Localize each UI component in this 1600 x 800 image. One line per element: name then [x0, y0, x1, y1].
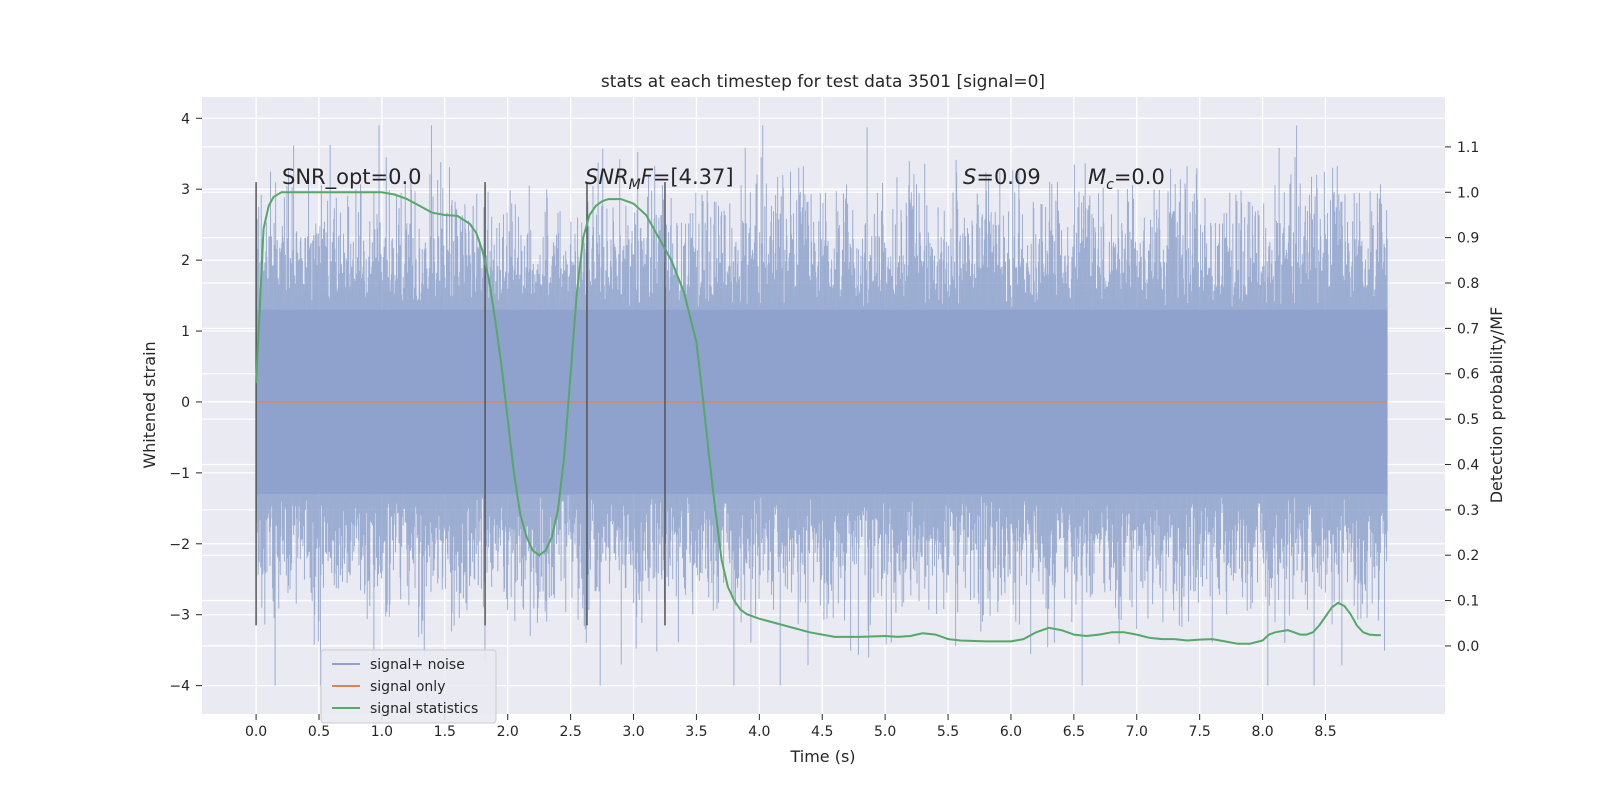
annotation-snr-mf-sub: M [629, 177, 641, 193]
vertical-markers [255, 182, 666, 626]
x-tick-label: 2.5 [559, 724, 581, 740]
annotation-s: S=0.09 [963, 165, 1041, 189]
x-tick-label: 8.5 [1314, 724, 1336, 740]
annotation-s-symbol: S [963, 165, 976, 189]
y2-tick-label: 1.1 [1457, 140, 1479, 156]
y2-tick-label: 0.4 [1457, 457, 1479, 473]
x-tick-label: 1.5 [434, 724, 456, 740]
x-tick-label: 4.5 [811, 724, 833, 740]
y2-axis-label: Detection probability/MF [1487, 307, 1506, 504]
x-axis-label: Time (s) [789, 747, 855, 766]
y2-tick-label: 0.3 [1457, 503, 1479, 519]
x-tick-label: 6.5 [1063, 724, 1085, 740]
y2-tick-label: 1.0 [1457, 185, 1479, 201]
x-tick-label: 1.0 [371, 724, 393, 740]
x-tick-label: 2.0 [497, 724, 519, 740]
y-tick-label: −4 [169, 679, 190, 695]
annotation-mc-sub: c [1106, 177, 1114, 193]
y-tick-label: −3 [169, 608, 190, 624]
annotation-mc-value: =0.0 [1114, 165, 1165, 189]
x-tick-label: 0.5 [308, 724, 330, 740]
y-axis-label: Whitened strain [140, 341, 159, 468]
x-tick-label: 4.0 [748, 724, 770, 740]
y2-tick-label: 0.0 [1457, 639, 1479, 655]
x-tick-label: 3.5 [685, 724, 707, 740]
x-tick-label: 0.0 [245, 724, 267, 740]
legend-label-statistics: signal statistics [370, 701, 478, 717]
annotation-snr-mf-value: =[4.37] [653, 165, 734, 189]
y2-tick-label: 0.6 [1457, 367, 1479, 383]
chart-title: stats at each timestep for test data 350… [601, 72, 1045, 92]
y2-tick-label: 0.1 [1457, 594, 1479, 610]
x-tick-label: 5.5 [937, 724, 959, 740]
y2-tick-label: 0.5 [1457, 412, 1479, 428]
annotation-snr-opt: SNR_opt=0.0 [282, 165, 422, 190]
y-tick-label: 1 [181, 324, 190, 340]
annotation-mc: Mc=0.0 [1088, 165, 1165, 193]
y2-tick-label: 0.8 [1457, 276, 1479, 292]
signal-statistics-line [255, 191, 1381, 645]
legend-label-signal: signal only [370, 679, 445, 695]
y-tick-label: 3 [181, 182, 190, 198]
annotations: SNR_opt=0.0 SNRMF=[4.37] S=0.09 Mc=0.0 [282, 165, 1165, 193]
annotation-snr-mf: SNRMF=[4.37] [585, 165, 734, 193]
y-tick-label: 2 [181, 253, 190, 269]
annotation-s-value: =0.09 [976, 165, 1040, 189]
x-tick-label: 7.5 [1189, 724, 1211, 740]
y-tick-label: −1 [169, 466, 190, 482]
axes: 0.0 0.5 1.0 1.5 2.0 2.5 3.0 3.5 4.0 4.5 5.0 5.5 6.0 6… [169, 111, 1479, 740]
y-tick-label: 0 [181, 395, 190, 411]
x-tick-label: 5.0 [874, 724, 896, 740]
legend: signal+ noise signal only signal statist… [320, 649, 497, 724]
annotation-mc-symbol: M [1088, 165, 1106, 189]
y2-tick-label: 0.7 [1457, 321, 1479, 337]
x-tick-label: 3.0 [622, 724, 644, 740]
y2-tick-label: 0.9 [1457, 231, 1479, 247]
x-tick-label: 6.0 [1000, 724, 1022, 740]
legend-box [320, 649, 497, 724]
annotation-snr-mf-main: SNR [585, 165, 629, 189]
y-tick-label: −2 [169, 537, 190, 553]
y-tick-label: 4 [181, 111, 190, 127]
x-tick-label: 8.0 [1251, 724, 1273, 740]
x-tick-label: 7.0 [1126, 724, 1148, 740]
y2-tick-label: 0.2 [1457, 548, 1479, 564]
signal-statistics-series [255, 191, 1381, 645]
legend-label-noise: signal+ noise [370, 657, 465, 673]
annotation-snr-mf-f: F [641, 165, 654, 189]
